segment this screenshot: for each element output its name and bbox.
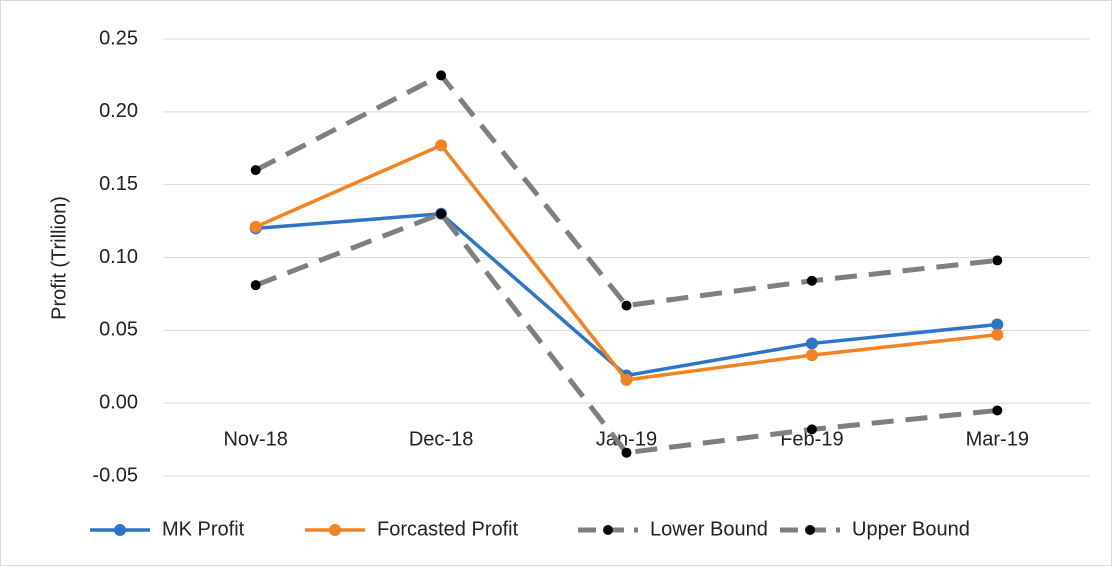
y-tick-label: 0.05 xyxy=(99,319,138,341)
y-tick-label: 0.10 xyxy=(99,246,138,268)
point-marker xyxy=(992,405,1003,416)
bound-line xyxy=(254,72,998,309)
legend-label: Lower Bound xyxy=(650,518,768,540)
bound-line xyxy=(254,210,998,456)
y-tick-label: 0.00 xyxy=(99,391,138,413)
x-tick-label: Jan-19 xyxy=(596,428,657,450)
point-marker xyxy=(435,139,448,152)
point-marker xyxy=(806,275,817,286)
y-tick-label: 0.20 xyxy=(99,100,138,122)
legend-marker xyxy=(805,525,815,535)
x-tick-label: Mar-19 xyxy=(966,428,1029,450)
legend-marker xyxy=(603,525,613,535)
x-tick-label: Nov-18 xyxy=(223,428,287,450)
y-tick-label: -0.05 xyxy=(92,464,138,486)
legend-label: Upper Bound xyxy=(852,518,970,540)
point-marker xyxy=(436,208,447,219)
point-marker xyxy=(805,337,818,350)
legend-label: Forcasted Profit xyxy=(377,518,519,540)
y-axis-label: Profit (Trillion) xyxy=(48,196,70,320)
point-marker xyxy=(991,318,1004,331)
y-tick-label: 0.25 xyxy=(99,27,138,49)
point-marker xyxy=(992,255,1003,266)
point-marker xyxy=(249,220,262,233)
point-marker xyxy=(620,373,633,386)
point-marker xyxy=(806,424,817,435)
point-marker xyxy=(250,165,261,176)
point-marker xyxy=(621,447,632,458)
point-marker xyxy=(436,70,447,81)
y-tick-label: 0.15 xyxy=(99,173,138,195)
legend-marker xyxy=(329,524,341,536)
x-tick-label: Dec-18 xyxy=(409,428,473,450)
legend-marker xyxy=(114,524,126,536)
x-tick-label: Feb-19 xyxy=(780,428,843,450)
point-marker xyxy=(621,300,632,311)
point-marker xyxy=(805,349,818,362)
point-marker xyxy=(991,328,1004,341)
legend-label: MK Profit xyxy=(162,518,245,540)
point-marker xyxy=(250,280,261,291)
